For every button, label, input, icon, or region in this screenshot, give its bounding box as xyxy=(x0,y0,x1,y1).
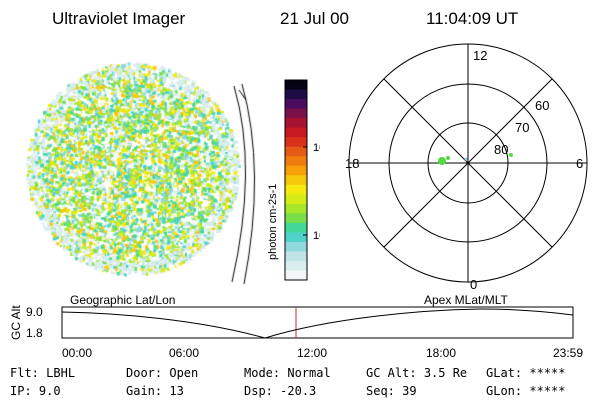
color-scale-cell xyxy=(285,127,307,138)
mlt-label-6: 6 xyxy=(576,156,583,171)
timeline-y-label: GC Alt xyxy=(9,305,23,340)
polar-mlat-mlt-plot: 12 0 18 6 60 70 80 xyxy=(345,43,588,292)
timeline-frame xyxy=(61,306,574,339)
info-gain: Gain: 13 xyxy=(126,384,184,398)
timeline-x-tick-1200: 12:00 xyxy=(297,346,328,360)
info-door: Door: Open xyxy=(126,366,199,380)
timeline-y-tick-9: 9.0 xyxy=(26,305,43,319)
timeline-left-caption: Geographic Lat/Lon xyxy=(70,293,176,307)
color-scale-cell xyxy=(285,241,307,252)
color-scale-cell xyxy=(285,156,307,167)
color-scale-frame xyxy=(284,79,308,281)
aurora-blob xyxy=(509,153,513,157)
color-scale-cell xyxy=(285,108,307,119)
info-flt: Flt: LBHL xyxy=(10,366,76,380)
polar-diagonal-2 xyxy=(383,78,553,248)
timeline-x-tick-2359: 23:59 xyxy=(553,346,584,360)
time-label: 11:04:09 UT xyxy=(426,9,519,28)
timeline-x-tick-1800: 18:00 xyxy=(426,346,457,360)
color-scale-cell xyxy=(285,213,307,224)
color-scale-cell xyxy=(285,89,307,100)
mlat-label-70: 70 xyxy=(515,120,529,135)
mlt-label-0: 0 xyxy=(470,277,477,292)
color-scale-unit-label: photon cm-2s-1 xyxy=(267,184,279,260)
color-scale-bar: 100 10 photon cm-2s-1 xyxy=(267,79,320,281)
altitude-timeline: GC Alt 9.0 1.8 xyxy=(9,305,574,340)
info-dsp: Dsp: -20.3 xyxy=(244,384,317,398)
color-scale-cell xyxy=(285,175,307,186)
info-glat: GLat: ***** xyxy=(486,366,566,380)
info-glon: GLon: ***** xyxy=(486,384,566,398)
mlat-label-80: 80 xyxy=(494,142,508,157)
timeline-x-tick-0000: 00:00 xyxy=(62,346,93,360)
color-scale-cell xyxy=(285,194,307,205)
timeline-right-caption: Apex MLat/MLT xyxy=(424,293,508,307)
color-scale-tick-10: 10 xyxy=(313,230,320,242)
color-scale-cell xyxy=(285,222,307,233)
info-mode: Mode: Normal xyxy=(244,366,331,380)
date-label: 21 Jul 00 xyxy=(280,9,349,28)
altitude-curve xyxy=(61,308,574,339)
mlt-label-18: 18 xyxy=(345,156,359,171)
info-ip: IP: 9.0 xyxy=(10,384,61,398)
color-scale-cell xyxy=(285,251,307,262)
mlat-label-60: 60 xyxy=(535,98,549,113)
timeline-y-tick-1.8: 1.8 xyxy=(26,326,43,340)
uv-earth-image xyxy=(20,50,280,290)
color-scale-cell xyxy=(285,118,307,129)
color-scale-cell xyxy=(285,165,307,176)
color-scale-cell xyxy=(285,137,307,148)
instrument-title: Ultraviolet Imager xyxy=(52,9,186,28)
color-scale-tick-100: 100 xyxy=(313,142,320,154)
color-scale-cell xyxy=(285,146,307,157)
color-scale-cell xyxy=(285,203,307,214)
aurora-blob xyxy=(446,156,450,160)
mlt-label-12: 12 xyxy=(473,48,487,63)
info-gc-alt: GC Alt: 3.5 Re xyxy=(366,366,468,380)
aurora-blob xyxy=(464,157,468,161)
color-scale-cell xyxy=(285,80,307,91)
color-scale-cell xyxy=(285,260,307,271)
aurora-blob xyxy=(438,157,446,165)
color-scale-cell xyxy=(285,232,307,243)
info-seq: Seq: 39 xyxy=(366,384,417,398)
color-scale-cell xyxy=(285,99,307,110)
color-scale-cell xyxy=(285,270,307,281)
timeline-x-tick-0600: 06:00 xyxy=(169,346,200,360)
color-scale-cell xyxy=(285,184,307,195)
